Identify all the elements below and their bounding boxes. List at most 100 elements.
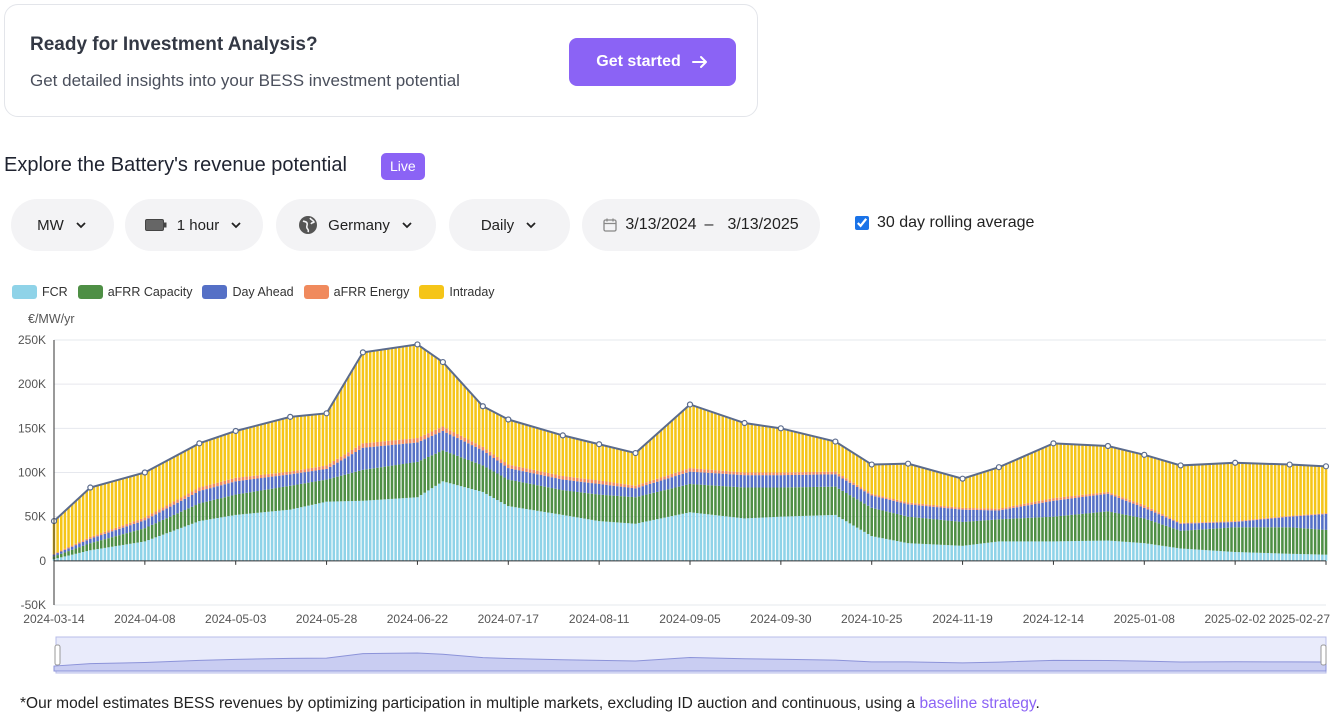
- bar-segment: [841, 490, 844, 520]
- bar-segment: [372, 500, 376, 561]
- get-started-button[interactable]: Get started: [569, 38, 736, 86]
- bar-segment: [321, 413, 325, 467]
- bar-segment: [964, 521, 968, 546]
- date-range-picker[interactable]: 3/13/2024 – 3/13/2025: [582, 199, 820, 251]
- country-select[interactable]: Germany: [276, 199, 436, 251]
- bar-segment: [503, 417, 506, 463]
- bar-segment: [1306, 514, 1310, 516]
- bar-segment: [572, 438, 575, 478]
- bar-segment: [165, 508, 168, 519]
- bar-segment: [161, 507, 165, 511]
- unit-select[interactable]: MW: [11, 199, 114, 251]
- bar-segment: [234, 481, 237, 495]
- bar-segment: [772, 427, 775, 473]
- bar-segment: [1157, 459, 1161, 513]
- bar-segment: [612, 482, 615, 486]
- bar-segment: [248, 513, 252, 561]
- bar-segment: [1182, 548, 1186, 561]
- zoom-handle-right[interactable]: [1320, 644, 1327, 666]
- bar-segment: [1208, 528, 1211, 551]
- chart-legend: FCR aFRR Capacity Day Ahead aFRR Energy Intr…: [12, 285, 495, 299]
- bar-segment: [183, 526, 187, 561]
- bar-segment: [797, 474, 801, 488]
- bar-segment: [172, 456, 176, 502]
- x-tick-label: 2024-04-08: [114, 612, 176, 626]
- bar-segment: [1219, 528, 1222, 552]
- bar-segment: [270, 488, 274, 512]
- bar-segment: [1063, 515, 1066, 542]
- bar-segment: [979, 520, 983, 544]
- bar-segment: [223, 516, 227, 561]
- bar-segment: [757, 517, 761, 561]
- bar-segment: [1321, 554, 1324, 561]
- legend-item[interactable]: aFRR Capacity: [77, 285, 192, 299]
- bar-segment: [568, 491, 572, 517]
- bar-segment: [147, 470, 150, 516]
- bar-segment: [299, 472, 303, 484]
- date-start[interactable]: 3/13/2024: [625, 216, 697, 233]
- bar-segment: [452, 432, 456, 437]
- bar-segment: [459, 439, 463, 458]
- date-end[interactable]: 3/13/2025: [727, 216, 799, 233]
- bar-segment: [1095, 512, 1099, 541]
- bar-segment: [1084, 496, 1088, 514]
- baseline-strategy-link[interactable]: baseline strategy: [919, 695, 1036, 712]
- bar-segment: [1310, 554, 1313, 561]
- bar-segment: [808, 487, 812, 516]
- legend-item[interactable]: Intraday: [419, 285, 495, 299]
- bar-segment: [1244, 527, 1248, 553]
- bar-segment: [318, 503, 321, 561]
- bar-segment: [597, 494, 601, 522]
- bar-segment: [954, 508, 957, 522]
- legend-item[interactable]: Day Ahead: [202, 285, 294, 299]
- bar-segment: [1030, 502, 1033, 505]
- bar-segment: [488, 455, 492, 470]
- bar-segment: [485, 493, 488, 561]
- bar-segment: [994, 541, 997, 561]
- bar-segment: [321, 469, 325, 481]
- bar-segment: [914, 505, 917, 518]
- bar-segment: [576, 438, 579, 478]
- bar-segment: [728, 418, 732, 472]
- bar-segment: [899, 463, 903, 501]
- bar-segment: [1099, 512, 1102, 541]
- bar-segment: [794, 516, 797, 561]
- rolling-average-checkbox[interactable]: [855, 216, 869, 230]
- bar-segment: [336, 501, 339, 561]
- bar-segment: [586, 493, 590, 520]
- legend-swatch: [77, 285, 103, 299]
- bar-segment: [634, 453, 637, 486]
- bar-segment: [1023, 505, 1026, 519]
- rolling-average-toggle[interactable]: 30 day rolling average: [855, 214, 1034, 232]
- bar-segment: [267, 477, 270, 490]
- bar-segment: [1135, 505, 1139, 518]
- bar-segment: [634, 488, 637, 498]
- bar-segment: [1266, 517, 1270, 519]
- bar-segment: [441, 430, 445, 451]
- bar-segment: [928, 504, 932, 507]
- bar-segment: [626, 451, 630, 485]
- legend-item[interactable]: FCR: [12, 285, 68, 299]
- bar-segment: [288, 485, 292, 510]
- bar-segment: [314, 481, 317, 505]
- bar-segment: [107, 532, 110, 539]
- bar-segment: [401, 443, 405, 465]
- bar-segment: [1219, 551, 1222, 561]
- granularity-select[interactable]: Daily: [449, 199, 570, 251]
- bar-segment: [430, 354, 434, 432]
- bar-segment: [209, 484, 212, 489]
- bar-segment: [263, 512, 267, 561]
- bar-segment: [859, 501, 863, 530]
- bar-segment: [1106, 491, 1110, 494]
- zoom-handle-left[interactable]: [54, 644, 61, 666]
- bar-segment: [852, 497, 855, 526]
- bar-segment: [775, 472, 779, 476]
- bar-segment: [1230, 527, 1233, 552]
- bar-segment: [714, 473, 717, 486]
- legend-item[interactable]: aFRR Energy: [303, 285, 409, 299]
- bar-segment: [514, 507, 517, 561]
- bar-segment: [917, 466, 921, 504]
- duration-select[interactable]: 1 hour: [125, 199, 263, 251]
- bar-segment: [954, 545, 957, 561]
- bar-segment: [103, 533, 107, 540]
